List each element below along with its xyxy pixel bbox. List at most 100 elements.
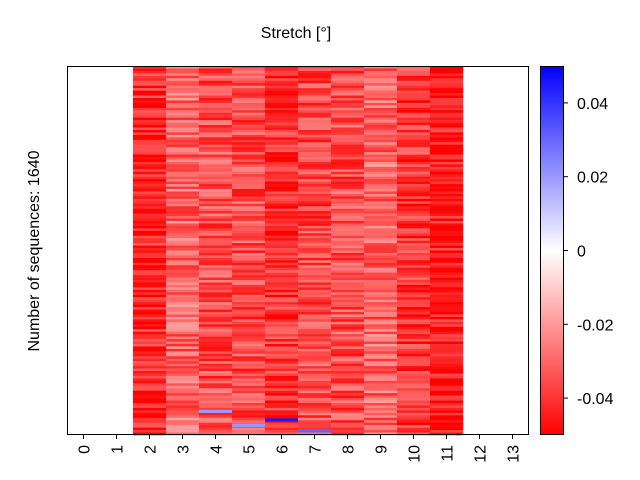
- heatmap-cell-col-9: [364, 368, 398, 372]
- heatmap-cell-col-9: [364, 324, 398, 328]
- heatmap-cell-col-2: [133, 196, 167, 200]
- heatmap-cell-col-11: [430, 385, 464, 389]
- heatmap-cell-col-4: [199, 198, 233, 202]
- heatmap-cell-col-7: [298, 346, 332, 350]
- heatmap-cell-col-4: [199, 240, 233, 244]
- heatmap-cell-col-4: [199, 243, 233, 246]
- heatmap-cell-col-6: [265, 196, 299, 200]
- heatmap-cell-col-6: [265, 211, 299, 214]
- heatmap-cell-col-11: [430, 371, 464, 374]
- heatmap-cell-col-9: [364, 336, 398, 340]
- heatmap-cell-col-10: [397, 149, 431, 153]
- heatmap-cell-col-5: [232, 174, 266, 177]
- heatmap-cell-col-11: [430, 417, 464, 421]
- heatmap-cell-col-5: [232, 307, 266, 310]
- heatmap-cell-col-8: [331, 70, 365, 74]
- heatmap-cell-col-2: [133, 272, 167, 276]
- heatmap-cell-col-7: [298, 102, 332, 106]
- heatmap-cell-col-11: [430, 154, 464, 158]
- heatmap-cell-col-5: [232, 166, 266, 170]
- heatmap-cell-col-6: [265, 134, 299, 138]
- heatmap-cell-col-8: [331, 267, 365, 271]
- heatmap-cell-col-8: [331, 341, 365, 345]
- heatmap-cell-col-6: [265, 385, 299, 389]
- heatmap-cell-col-9: [364, 420, 398, 423]
- heatmap-cell-col-5: [232, 299, 266, 303]
- heatmap-cell-col-7: [298, 191, 332, 195]
- heatmap-cell-col-4: [199, 252, 233, 256]
- heatmap-cell-col-9: [364, 189, 398, 192]
- heatmap-cell-col-10: [397, 240, 431, 244]
- heatmap-cell-col-2: [133, 93, 167, 96]
- heatmap-cell-col-3: [166, 407, 200, 411]
- heatmap-cell-col-2: [133, 267, 167, 271]
- heatmap-cell-col-11: [430, 363, 464, 367]
- heatmap-cell-col-11: [430, 430, 464, 433]
- heatmap-cell-col-5: [232, 85, 266, 89]
- heatmap-cell-col-2: [133, 206, 167, 209]
- heatmap-cell-col-8: [331, 366, 365, 369]
- heatmap-cell-col-11: [430, 102, 464, 106]
- heatmap-cell-col-7: [298, 361, 332, 364]
- heatmap-cell-col-7: [298, 262, 332, 266]
- heatmap-cell-col-2: [133, 147, 167, 150]
- heatmap-cell-col-9: [364, 68, 398, 72]
- heatmap-cell-col-7: [298, 363, 332, 367]
- heatmap-cell-col-11: [430, 88, 464, 91]
- heatmap-cell-col-6: [265, 95, 299, 99]
- heatmap-cell-col-8: [331, 294, 365, 298]
- heatmap-cell-col-9: [364, 329, 398, 332]
- heatmap-cell-col-5: [232, 90, 266, 94]
- heatmap-cell-col-11: [430, 157, 464, 160]
- heatmap-cell-col-5: [232, 120, 266, 123]
- heatmap-cell-col-7: [298, 147, 332, 150]
- heatmap-cell-col-5: [232, 356, 266, 360]
- heatmap-cell-col-2: [133, 213, 167, 217]
- heatmap-cell-col-7: [298, 218, 332, 222]
- heatmap-cell-col-8: [331, 149, 365, 153]
- heatmap-cell-col-5: [232, 280, 266, 283]
- heatmap-cell-col-11: [430, 73, 464, 77]
- heatmap-cell-col-9: [364, 366, 398, 369]
- heatmap-cell-col-6: [265, 255, 299, 259]
- heatmap-cell-col-6: [265, 329, 299, 332]
- heatmap-cell-col-6: [265, 97, 299, 101]
- heatmap-cell-col-2: [133, 356, 167, 360]
- heatmap-cell-col-6: [265, 334, 299, 337]
- heatmap-cell-col-10: [397, 307, 431, 310]
- heatmap-cell-col-11: [430, 356, 464, 360]
- heatmap-cell-col-10: [397, 117, 431, 121]
- heatmap-cell-col-11: [430, 228, 464, 232]
- heatmap-cell-col-9: [364, 284, 398, 288]
- heatmap-cell-col-11: [430, 127, 464, 131]
- heatmap-cell-col-11: [430, 348, 464, 352]
- heatmap-cell-col-7: [298, 260, 332, 264]
- heatmap-cell-col-6: [265, 191, 299, 195]
- heatmap-cell-col-4: [199, 319, 233, 323]
- heatmap-cell-col-11: [430, 400, 464, 404]
- heatmap-cell-col-4: [199, 75, 233, 79]
- heatmap-cell-col-4: [199, 304, 233, 308]
- heatmap-cell-col-8: [331, 319, 365, 323]
- heatmap-cell-col-2: [133, 368, 167, 372]
- heatmap-cell-col-3: [166, 277, 200, 281]
- heatmap-cell-col-3: [166, 331, 200, 335]
- heatmap-cell-col-11: [430, 380, 464, 384]
- heatmap-cell-col-4: [199, 216, 233, 219]
- heatmap-cell-col-5: [232, 243, 266, 246]
- heatmap-cell-col-6: [265, 137, 299, 141]
- heatmap-cell-col-5: [232, 169, 266, 173]
- heatmap-cell-col-5: [232, 139, 266, 143]
- heatmap-cell-col-4: [199, 80, 233, 84]
- heatmap-cell-col-4: [199, 351, 233, 355]
- heatmap-cell-col-10: [397, 289, 431, 293]
- heatmap-cell-col-9: [364, 144, 398, 148]
- heatmap-cell-col-6: [265, 88, 299, 91]
- heatmap-cell-col-5: [232, 407, 266, 411]
- heatmap-cell-col-6: [265, 223, 299, 227]
- heatmap-cell-col-5: [232, 415, 266, 419]
- heatmap-cell-col-6: [265, 125, 299, 128]
- heatmap-cell-col-4: [199, 398, 233, 401]
- heatmap-cell-col-10: [397, 341, 431, 345]
- heatmap-cell-col-3: [166, 341, 200, 345]
